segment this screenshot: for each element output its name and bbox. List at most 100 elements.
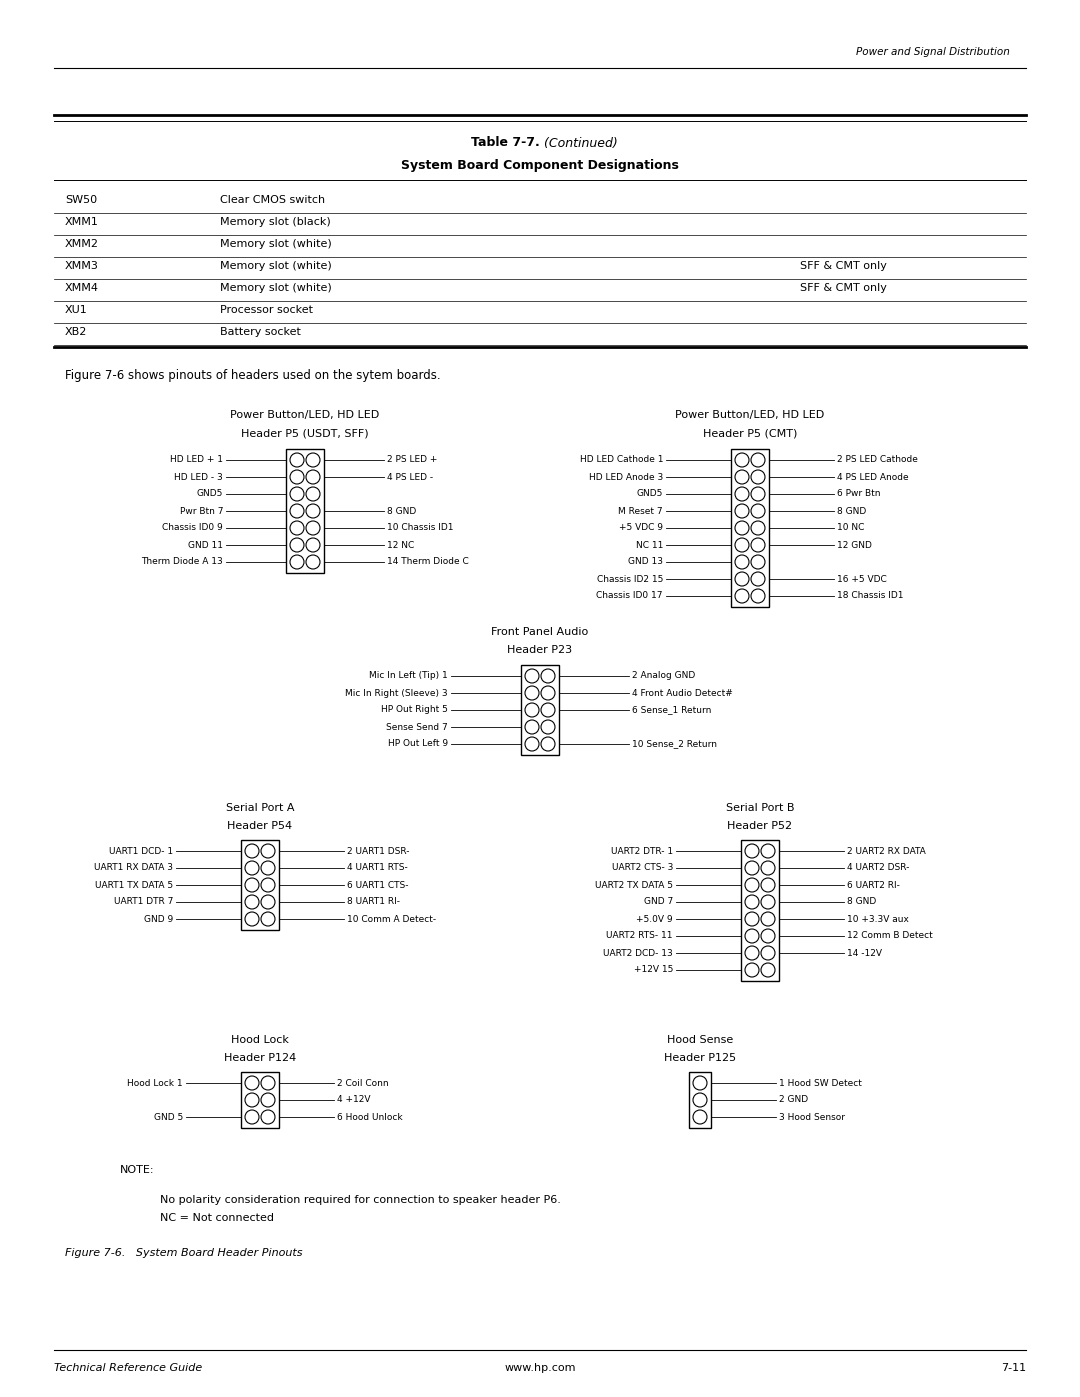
Text: UART2 DCD- 13: UART2 DCD- 13 (604, 949, 673, 957)
Text: Serial Port A: Serial Port A (226, 803, 294, 813)
Text: Memory slot (black): Memory slot (black) (220, 217, 330, 226)
Text: GND 7: GND 7 (644, 897, 673, 907)
Text: Table 7-7.: Table 7-7. (471, 137, 540, 149)
Circle shape (761, 844, 775, 858)
Text: Power and Signal Distribution: Power and Signal Distribution (856, 47, 1010, 57)
Circle shape (735, 469, 750, 483)
Circle shape (735, 555, 750, 569)
Bar (241, 840, 279, 930)
Circle shape (291, 488, 303, 502)
Text: +5.0V 9: +5.0V 9 (636, 915, 673, 923)
Circle shape (751, 590, 765, 604)
Text: 2 Analog GND: 2 Analog GND (632, 672, 696, 680)
Text: 1 Hood SW Detect: 1 Hood SW Detect (779, 1078, 862, 1087)
Circle shape (525, 719, 539, 733)
Circle shape (541, 719, 555, 733)
Circle shape (525, 703, 539, 717)
Text: NC = Not connected: NC = Not connected (160, 1213, 274, 1222)
Circle shape (525, 669, 539, 683)
Text: XMM2: XMM2 (65, 239, 99, 249)
Circle shape (291, 504, 303, 518)
Circle shape (751, 571, 765, 585)
Text: Figure 7-6 shows pinouts of headers used on the sytem boards.: Figure 7-6 shows pinouts of headers used… (65, 369, 441, 381)
Bar (241, 1071, 279, 1127)
Bar (731, 448, 769, 608)
Circle shape (306, 555, 320, 569)
Circle shape (306, 488, 320, 502)
Circle shape (261, 861, 275, 875)
Circle shape (291, 555, 303, 569)
Text: 10 +3.3V aux: 10 +3.3V aux (847, 915, 909, 923)
Text: 10 Comm A Detect-: 10 Comm A Detect- (347, 915, 436, 923)
Circle shape (693, 1076, 707, 1090)
Text: XMM4: XMM4 (65, 284, 99, 293)
Circle shape (751, 469, 765, 483)
Text: Memory slot (white): Memory slot (white) (220, 261, 332, 271)
Circle shape (761, 912, 775, 926)
Text: 4 +12V: 4 +12V (337, 1095, 370, 1105)
Text: Processor socket: Processor socket (220, 305, 313, 314)
Text: 6 Sense_1 Return: 6 Sense_1 Return (632, 705, 712, 714)
Text: Hood Lock: Hood Lock (231, 1035, 289, 1045)
Circle shape (735, 571, 750, 585)
Bar (689, 1071, 711, 1127)
Text: 4 PS LED -: 4 PS LED - (387, 472, 433, 482)
Text: Sense Send 7: Sense Send 7 (387, 722, 448, 732)
Circle shape (291, 521, 303, 535)
Text: 14 Therm Diode C: 14 Therm Diode C (387, 557, 469, 567)
Text: Header P124: Header P124 (224, 1053, 296, 1063)
Text: GND 11: GND 11 (188, 541, 222, 549)
Text: GND 9: GND 9 (144, 915, 173, 923)
Circle shape (745, 877, 759, 893)
Circle shape (735, 590, 750, 604)
Text: 4 UART2 DSR-: 4 UART2 DSR- (847, 863, 909, 873)
Text: Power Button/LED, HD LED: Power Button/LED, HD LED (230, 409, 380, 420)
Text: UART2 CTS- 3: UART2 CTS- 3 (611, 863, 673, 873)
Circle shape (245, 1092, 259, 1106)
Circle shape (291, 469, 303, 483)
Circle shape (261, 1076, 275, 1090)
Text: Header P5 (USDT, SFF): Header P5 (USDT, SFF) (241, 427, 368, 439)
Text: 12 Comm B Detect: 12 Comm B Detect (847, 932, 933, 940)
Circle shape (541, 703, 555, 717)
Circle shape (735, 504, 750, 518)
Text: 2 GND: 2 GND (779, 1095, 808, 1105)
Text: XU1: XU1 (65, 305, 87, 314)
Circle shape (751, 504, 765, 518)
Text: Header P5 (CMT): Header P5 (CMT) (703, 427, 797, 439)
Circle shape (735, 453, 750, 467)
Text: www.hp.com: www.hp.com (504, 1363, 576, 1373)
Text: 10 Sense_2 Return: 10 Sense_2 Return (632, 739, 717, 749)
Text: 18 Chassis ID1: 18 Chassis ID1 (837, 591, 904, 601)
Bar (741, 840, 779, 981)
Circle shape (306, 469, 320, 483)
Text: Battery socket: Battery socket (220, 327, 301, 337)
Text: HP Out Right 5: HP Out Right 5 (381, 705, 448, 714)
Text: Clear CMOS switch: Clear CMOS switch (220, 196, 325, 205)
Circle shape (306, 504, 320, 518)
Text: SW50: SW50 (65, 196, 97, 205)
Text: HD LED Anode 3: HD LED Anode 3 (589, 472, 663, 482)
Text: M Reset 7: M Reset 7 (619, 507, 663, 515)
Text: 6 Hood Unlock: 6 Hood Unlock (337, 1112, 403, 1122)
Circle shape (541, 738, 555, 752)
Circle shape (751, 555, 765, 569)
Text: GND5: GND5 (197, 489, 222, 499)
Text: Header P54: Header P54 (228, 821, 293, 831)
Text: SFF & CMT only: SFF & CMT only (800, 261, 887, 271)
Text: Header P125: Header P125 (664, 1053, 737, 1063)
Circle shape (735, 488, 750, 502)
Circle shape (306, 521, 320, 535)
Text: Memory slot (white): Memory slot (white) (220, 239, 332, 249)
Circle shape (261, 1111, 275, 1125)
Circle shape (525, 686, 539, 700)
Text: 14 -12V: 14 -12V (847, 949, 882, 957)
Circle shape (745, 946, 759, 960)
Text: Front Panel Audio: Front Panel Audio (491, 627, 589, 637)
Text: Pwr Btn 7: Pwr Btn 7 (179, 507, 222, 515)
Circle shape (751, 488, 765, 502)
Circle shape (761, 861, 775, 875)
Text: 8 GND: 8 GND (387, 507, 416, 515)
Text: UART2 DTR- 1: UART2 DTR- 1 (611, 847, 673, 855)
Circle shape (751, 521, 765, 535)
